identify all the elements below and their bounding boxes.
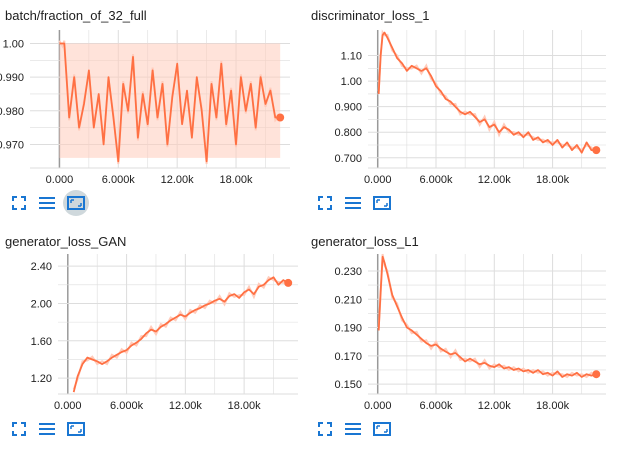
fullscreen-icon [12, 422, 26, 436]
series-line [377, 31, 597, 154]
fit-domain-icon [373, 196, 391, 210]
fit-domain-button[interactable] [63, 416, 89, 442]
fit-domain-button[interactable] [63, 190, 89, 216]
list-icon [39, 423, 55, 435]
x-tick-label: 6.000k [419, 174, 453, 186]
y-tick-label: 2.40 [31, 261, 52, 273]
y-tick-label: 0.980 [0, 106, 24, 118]
series-line [72, 276, 289, 393]
y-tick-label: 0.210 [334, 294, 362, 306]
fit-domain-icon [67, 422, 85, 436]
chart-card: batch/fraction_of_32_full 0.000 6.000k 12.… [0, 0, 306, 223]
y-tick-label: 1.00 [341, 76, 362, 88]
chart-title: generator_loss_L1 [311, 234, 419, 249]
fit-domain-button[interactable] [369, 190, 395, 216]
x-tick-label: 0.000 [364, 174, 392, 186]
x-tick-label: 6.000k [102, 174, 136, 186]
fullscreen-icon [318, 196, 332, 210]
x-tick-label: 18.00k [536, 174, 570, 186]
line-chart[interactable]: 0.000 6.000k 12.00k 18.00k 0.230 0.210 0.190 0.… [306, 226, 612, 416]
y-tick-label: 1.60 [31, 336, 52, 348]
data-table-button[interactable] [34, 190, 60, 216]
line-chart[interactable]: 0.000 6.000k 12.00k 18.00k 1.00 0.990 0.980 0.9… [0, 0, 306, 190]
y-tick-label: 0.150 [334, 379, 362, 391]
y-tick-label: 0.230 [334, 266, 362, 278]
y-tick-label: 0.170 [334, 351, 362, 363]
raw-series-line [377, 253, 597, 379]
data-table-button[interactable] [340, 416, 366, 442]
series-line [59, 42, 281, 163]
y-tick-label: 1.20 [31, 373, 52, 385]
raw-series-line [72, 275, 289, 390]
y-tick-label: 2.00 [31, 298, 52, 310]
x-tick-label: 6.000k [110, 400, 144, 412]
fullscreen-icon [12, 196, 26, 210]
y-tick-label: 0.970 [0, 139, 24, 151]
y-tick-label: 0.190 [334, 323, 362, 335]
chart-card: generator_loss_GAN 0.000 6.000k 12.00k 18.0… [0, 226, 306, 449]
y-tick-label: 0.800 [334, 127, 362, 139]
series-end-point [592, 370, 601, 379]
chart-title: discriminator_loss_1 [311, 8, 430, 23]
x-tick-label: 12.00k [478, 174, 512, 186]
series-end-point [276, 113, 285, 122]
y-tick-label: 1.00 [3, 38, 24, 50]
line-chart[interactable]: 0.000 6.000k 12.00k 18.00k 2.40 2.00 1.60 1.20 [0, 226, 306, 416]
y-tick-label: 0.990 [0, 72, 24, 84]
x-tick-label: 0.000 [54, 400, 82, 412]
chart-card: discriminator_loss_1 0.000 6.000k 12.00k 18… [306, 0, 612, 223]
y-tick-label: 0.900 [334, 102, 362, 114]
fullscreen-button[interactable] [312, 416, 338, 442]
fit-domain-icon [373, 422, 391, 436]
list-icon [39, 197, 55, 209]
series-end-point [592, 146, 601, 155]
x-tick-label: 12.00k [478, 400, 512, 412]
fullscreen-button[interactable] [312, 190, 338, 216]
line-chart[interactable]: 0.000 6.000k 12.00k 18.00k 1.10 1.00 0.900 0.80… [306, 0, 612, 190]
x-tick-label: 18.00k [220, 174, 254, 186]
data-table-button[interactable] [34, 416, 60, 442]
chart-card: generator_loss_L1 0.000 6.000k 12.00k 18.00… [306, 226, 612, 449]
x-tick-label: 18.00k [536, 400, 570, 412]
x-tick-label: 12.00k [169, 400, 203, 412]
fullscreen-icon [318, 422, 332, 436]
fit-domain-button[interactable] [369, 416, 395, 442]
list-icon [345, 423, 361, 435]
x-tick-label: 0.000 [364, 400, 392, 412]
data-table-button[interactable] [340, 190, 366, 216]
fullscreen-button[interactable] [6, 190, 32, 216]
chart-title: batch/fraction_of_32_full [5, 8, 147, 23]
fit-domain-icon [67, 196, 85, 210]
raw-series-line [377, 29, 598, 154]
y-tick-label: 0.700 [334, 153, 362, 165]
x-tick-label: 18.00k [228, 400, 262, 412]
x-tick-label: 0.000 [46, 174, 74, 186]
y-tick-label: 1.10 [341, 51, 362, 63]
chart-title: generator_loss_GAN [5, 234, 127, 249]
series-line [377, 255, 597, 378]
fullscreen-button[interactable] [6, 416, 32, 442]
x-tick-label: 6.000k [419, 400, 453, 412]
x-tick-label: 12.00k [161, 174, 195, 186]
list-icon [345, 197, 361, 209]
series-end-point [284, 278, 293, 287]
